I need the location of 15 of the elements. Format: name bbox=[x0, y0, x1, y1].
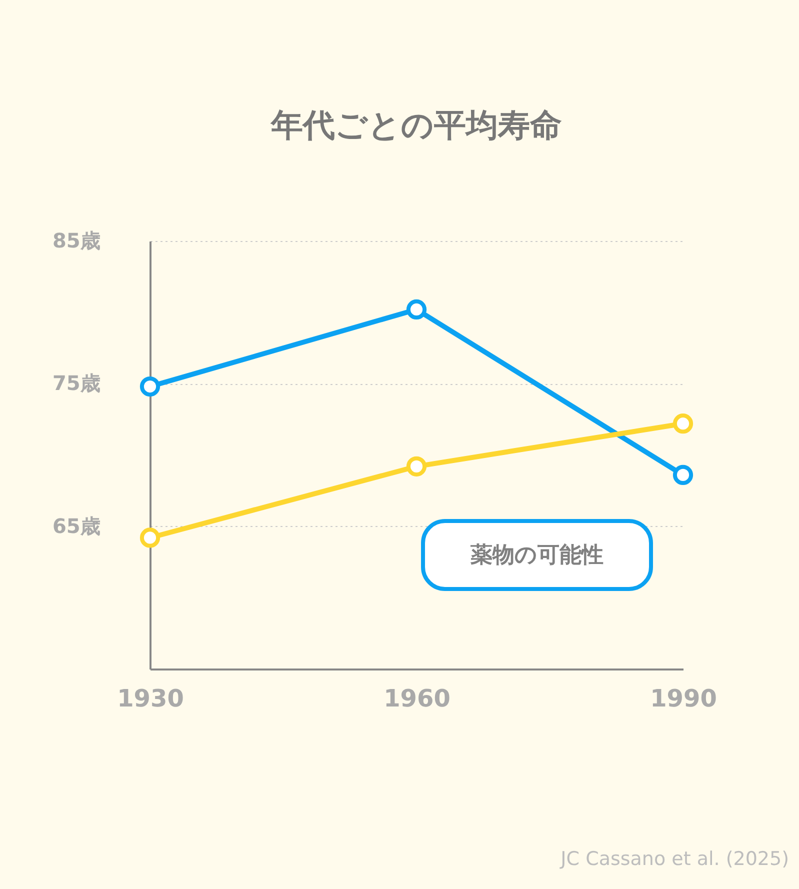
point bbox=[140, 528, 160, 548]
y-tick-label: 75歳 bbox=[52, 371, 100, 396]
x-tick-label: 1960 bbox=[384, 684, 450, 712]
y-tick-label: 85歳 bbox=[52, 228, 100, 252]
x-tick-label: 1930 bbox=[117, 684, 184, 712]
text: JC Cassano et al. (2025) bbox=[560, 848, 789, 870]
point bbox=[406, 299, 427, 320]
x-tick-label: 1990 bbox=[650, 684, 717, 712]
point bbox=[672, 414, 694, 434]
point bbox=[140, 376, 160, 397]
annotation: 薬物の可能性 bbox=[470, 543, 604, 568]
point bbox=[406, 456, 427, 476]
y-tick-label: 65歳 bbox=[52, 514, 100, 538]
point bbox=[672, 464, 694, 486]
chart-title: 年代ごとの平均寿命 bbox=[270, 106, 562, 144]
